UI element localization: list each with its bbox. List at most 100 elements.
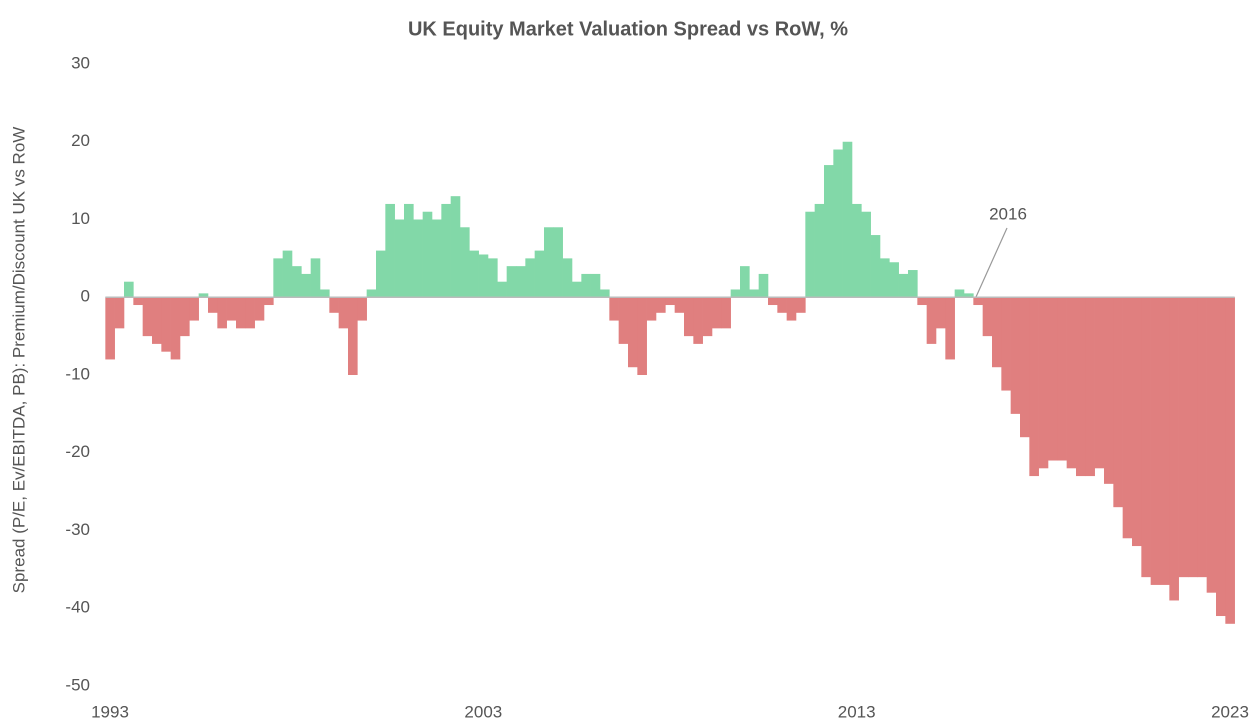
bar [292, 266, 302, 298]
bar [1094, 297, 1105, 469]
bar [180, 297, 190, 337]
y-tick-label: -50 [65, 675, 90, 694]
bar [450, 196, 461, 298]
bar [1178, 297, 1189, 578]
y-tick-label: 10 [71, 209, 90, 228]
bar [1066, 297, 1077, 469]
bar [236, 297, 246, 329]
bar [805, 211, 815, 298]
bar [133, 297, 143, 306]
x-tick-label: 2013 [838, 702, 876, 721]
bar [936, 297, 946, 329]
bar [208, 297, 218, 313]
bar [1038, 297, 1049, 469]
bar [740, 266, 750, 298]
bar [572, 281, 582, 298]
bar [1010, 297, 1021, 414]
bar [1104, 297, 1114, 484]
y-tick-label: -30 [65, 520, 90, 539]
bar [777, 297, 787, 313]
bar [282, 250, 293, 298]
bar [441, 203, 451, 298]
bar [758, 273, 769, 298]
y-tick-label: 0 [81, 287, 90, 306]
bar [422, 211, 433, 298]
bar [730, 289, 741, 298]
bar [394, 219, 405, 298]
y-tick-label: -20 [65, 442, 90, 461]
bar [1113, 297, 1123, 508]
bar [814, 203, 825, 298]
bar [1160, 297, 1170, 585]
bar [254, 297, 265, 321]
bar [329, 297, 339, 313]
bar [870, 235, 881, 298]
bar [1150, 297, 1161, 585]
bar [338, 297, 349, 329]
bar [198, 293, 209, 298]
x-tick-label: 2023 [1211, 702, 1249, 721]
bar [525, 258, 535, 298]
bar [142, 297, 153, 337]
bar [348, 297, 358, 375]
bar [1085, 297, 1095, 477]
bar [833, 149, 843, 298]
bar [973, 297, 983, 306]
bar [712, 297, 722, 329]
y-tick-label: -40 [65, 598, 90, 617]
bar [861, 211, 871, 298]
bar [590, 273, 601, 298]
bar [1029, 297, 1039, 477]
bar [852, 203, 862, 298]
bar [992, 297, 1002, 368]
bar [264, 297, 274, 306]
bar [534, 250, 545, 298]
chart-title: UK Equity Market Valuation Spread vs RoW… [408, 18, 848, 40]
bar [749, 289, 759, 298]
bar [170, 297, 181, 360]
bar [581, 273, 591, 298]
y-tick-label: -10 [65, 364, 90, 383]
bar [245, 297, 255, 329]
bar [628, 297, 638, 368]
bar [432, 219, 442, 298]
bar [954, 289, 965, 298]
bar [189, 297, 199, 321]
bar [684, 297, 694, 337]
bar [646, 297, 657, 321]
bar [310, 258, 321, 298]
bar [665, 297, 675, 306]
bar [1057, 297, 1067, 461]
bar [1188, 297, 1198, 578]
bar [926, 297, 937, 344]
bar [982, 297, 993, 337]
bar [1216, 297, 1226, 617]
bar [768, 297, 778, 306]
bar [1206, 297, 1217, 593]
bar [366, 289, 377, 298]
bar [908, 270, 918, 298]
bar [702, 297, 713, 337]
bar [124, 281, 134, 298]
bar [516, 266, 526, 298]
bar [404, 203, 414, 298]
y-tick-label: 30 [71, 53, 90, 72]
bar [637, 297, 647, 375]
bar [460, 227, 470, 298]
bar [413, 219, 423, 298]
bar [842, 141, 853, 298]
bar [553, 227, 563, 298]
bar [600, 289, 610, 298]
bar [693, 297, 703, 344]
bar [301, 273, 311, 298]
y-axis-label: Spread (P/E, Ev/EBITDA, PB): Premium/Dis… [9, 127, 28, 594]
bar [114, 297, 125, 329]
bar [1197, 297, 1207, 578]
bar [1132, 297, 1142, 547]
bar [964, 293, 974, 298]
bar [1076, 297, 1086, 477]
bar [217, 297, 227, 329]
bar [497, 281, 507, 298]
bar [1048, 297, 1058, 461]
